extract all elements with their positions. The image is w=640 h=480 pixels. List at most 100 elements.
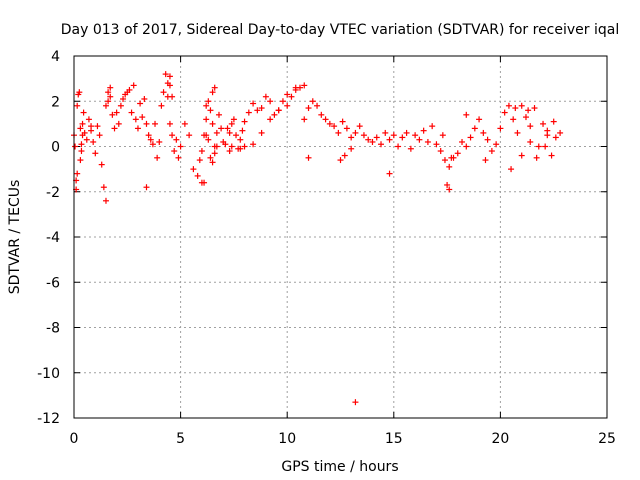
data-point [154,154,161,161]
data-point [76,89,83,96]
data-point [77,157,84,164]
data-point [128,109,135,116]
data-point [90,138,97,145]
data-point [74,102,81,109]
data-point [369,138,376,145]
data-point [480,129,487,136]
data-point [201,179,208,186]
x-tick-label: 5 [176,431,185,447]
data-point [522,114,529,121]
data-point [454,150,461,157]
data-point [331,123,338,130]
data-point [360,132,367,139]
data-point [493,141,500,148]
data-point [301,116,308,123]
data-point [237,136,244,143]
data-point [288,93,295,100]
data-point [152,120,159,127]
data-point [226,129,233,136]
data-point [241,118,248,125]
data-point [209,159,216,166]
data-point [92,150,99,157]
data-point [337,157,344,164]
data-point [482,157,489,164]
data-point [156,138,163,145]
data-point [141,95,148,102]
data-point [341,152,348,159]
data-point [484,136,491,143]
data-point [250,100,257,107]
data-point [145,132,152,139]
y-tick-label: 0 [51,140,60,156]
data-point [365,136,372,143]
data-point [198,148,205,155]
data-point [218,125,225,132]
data-point [550,118,557,125]
data-point [213,143,220,150]
data-point [544,127,551,134]
data-point [166,82,173,89]
data-point [512,105,519,112]
data-point [158,102,165,109]
data-point [143,184,150,191]
data-point [258,105,265,112]
y-tick-label: -4 [46,230,60,246]
y-tick-label: -8 [46,321,60,337]
data-point [356,123,363,130]
data-point [284,91,291,98]
data-point [446,163,453,170]
x-axis-label: GPS time / hours [281,459,398,475]
data-point [143,120,150,127]
data-point [173,136,180,143]
data-point [416,136,423,143]
data-point [525,107,532,114]
data-point [98,161,105,168]
data-point [463,111,470,118]
data-point [96,132,103,139]
data-point [137,100,144,107]
data-point [186,132,193,139]
data-point [535,143,542,150]
data-point [207,154,214,161]
data-point [100,184,107,191]
chart-title: Day 013 of 2017, Sidereal Day-to-day VTE… [61,22,619,38]
data-point [102,197,109,204]
data-point [85,116,92,123]
data-point [514,129,521,136]
data-point [111,125,118,132]
data-point [508,166,515,173]
x-tick-labels: 0 5 10 15 20 25 [70,431,616,447]
data-point [169,132,176,139]
data-point [497,125,504,132]
data-point [113,109,120,116]
data-point [533,154,540,161]
data-point [233,132,240,139]
data-point [175,154,182,161]
data-point [335,129,342,136]
data-point [162,71,169,78]
y-tick-labels: 4 2 0 -2 -4 -6 -8 -10 -12 [37,49,60,427]
data-point [147,136,154,143]
data-point [109,111,116,118]
data-point [446,186,453,193]
data-point [205,98,212,105]
data-point [429,123,436,130]
data-point [262,93,269,100]
data-point [390,132,397,139]
data-point [348,145,355,152]
data-point [501,109,508,116]
data-point [245,109,252,116]
data-point [412,132,419,139]
y-tick-label: -10 [37,366,60,382]
data-point [488,148,495,155]
data-point [228,143,235,150]
data-point [542,143,549,150]
data-point [305,154,312,161]
y-axis-label: SDTVAR / TECUs [7,180,23,295]
data-point [284,102,291,109]
data-point [433,141,440,148]
data-point [250,141,257,148]
data-point [467,134,474,141]
data-point [463,143,470,150]
